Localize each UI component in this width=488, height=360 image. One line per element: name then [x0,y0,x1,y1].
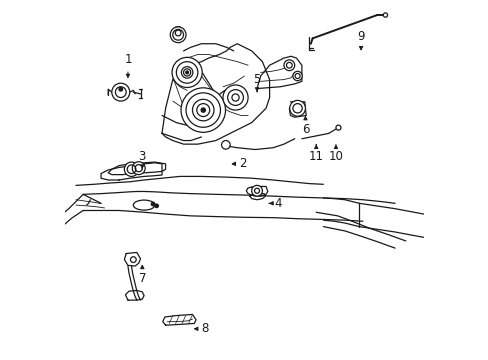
Text: 9: 9 [357,30,364,50]
Circle shape [181,67,192,78]
Circle shape [175,30,181,36]
Circle shape [201,108,205,112]
Circle shape [289,100,305,116]
Circle shape [151,202,155,206]
Circle shape [124,162,139,176]
Circle shape [130,257,136,262]
Circle shape [284,60,294,71]
Circle shape [119,87,122,91]
Circle shape [223,85,247,110]
Circle shape [181,88,225,132]
Circle shape [221,140,230,149]
Text: 5: 5 [253,73,260,92]
Text: 7: 7 [138,265,146,285]
Text: 3: 3 [138,150,146,169]
Text: 2: 2 [232,157,246,170]
Text: 1: 1 [124,53,131,77]
Text: 8: 8 [194,322,208,335]
Ellipse shape [133,200,155,210]
Circle shape [112,83,129,101]
Circle shape [292,71,302,81]
Circle shape [185,71,188,74]
Circle shape [192,99,214,121]
Circle shape [170,27,185,42]
Text: 10: 10 [328,145,343,163]
Circle shape [132,162,145,175]
Circle shape [172,57,202,87]
Circle shape [155,204,158,208]
Text: 4: 4 [269,197,282,210]
Circle shape [231,94,239,101]
Text: 6: 6 [301,117,308,136]
Circle shape [335,125,340,130]
Circle shape [251,185,262,196]
Text: 11: 11 [308,145,323,163]
Circle shape [383,13,387,17]
